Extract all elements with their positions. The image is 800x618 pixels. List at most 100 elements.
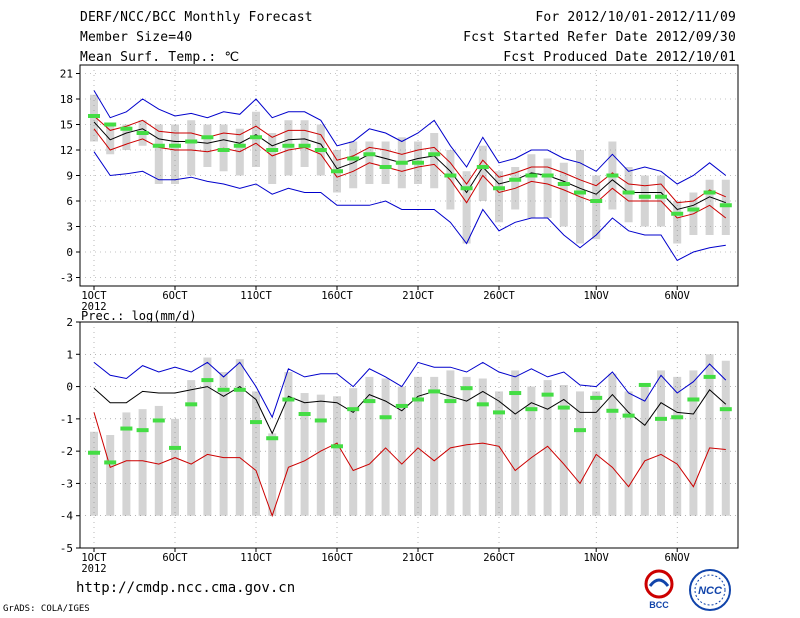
source-url[interactable]: http://cmdp.ncc.cma.gov.cn <box>76 580 296 596</box>
x-tick-label: 16OCT <box>321 552 353 564</box>
spread-box <box>268 133 277 184</box>
green-marker <box>590 199 603 203</box>
green-marker <box>557 182 570 186</box>
green-marker <box>671 415 684 420</box>
green-marker <box>201 135 214 140</box>
spread-box <box>284 372 293 516</box>
green-marker <box>266 436 279 441</box>
x-tick-label: 11OCT <box>240 552 272 564</box>
series-max-line <box>93 90 727 185</box>
green-marker <box>574 190 586 195</box>
green-marker <box>185 402 198 407</box>
green-marker <box>606 408 619 413</box>
green-marker <box>622 413 635 418</box>
y-tick-label: 15 <box>60 119 73 132</box>
header-right: For 2012/10/01-2012/11/09 Fcst Started R… <box>463 8 736 68</box>
x-tick-label: 1NOV <box>584 552 610 564</box>
green-marker <box>509 391 522 396</box>
x-tick-label: 1OCT <box>81 290 107 302</box>
y-tick-label: 3 <box>66 221 73 234</box>
green-marker <box>120 426 133 431</box>
spread-box <box>397 386 406 516</box>
green-marker <box>266 148 279 152</box>
spread-box <box>608 373 617 516</box>
green-marker <box>169 143 181 148</box>
refer-date: Fcst Started Refer Date 2012/09/30 <box>463 30 736 45</box>
green-marker <box>250 420 262 425</box>
spread-box <box>673 376 682 516</box>
spread-box <box>154 124 163 184</box>
green-marker <box>525 407 538 412</box>
spread-box <box>559 162 568 227</box>
spread-box <box>203 357 212 516</box>
spread-box <box>187 120 196 176</box>
green-marker <box>493 186 505 191</box>
spread-box <box>219 372 228 516</box>
spread-box <box>365 376 374 516</box>
y-tick-label: 2 <box>66 316 73 329</box>
green-marker <box>557 405 570 410</box>
spread-box <box>430 376 439 516</box>
green-marker <box>444 399 457 404</box>
spread-box <box>495 391 503 516</box>
spread-box <box>478 145 487 201</box>
green-marker <box>104 122 117 127</box>
y-tick-label: -2 <box>60 445 73 458</box>
spread-box <box>349 141 358 189</box>
spread-box <box>300 393 309 516</box>
spread-box <box>414 376 422 516</box>
x-tick-label: 1NOV <box>584 290 610 302</box>
spread-box <box>511 370 520 516</box>
y-tick-label: 12 <box>60 144 73 157</box>
bcc-logo-text: BCC <box>649 600 669 610</box>
x-tick-label: 6OCT <box>162 290 188 302</box>
green-marker <box>493 410 505 415</box>
green-marker <box>250 135 262 140</box>
green-marker <box>655 416 667 421</box>
y-tick-label: 1 <box>66 348 73 361</box>
x-tick-label: 11OCT <box>240 290 272 302</box>
spread-box <box>252 111 260 167</box>
x-tick-label: 6NOV <box>665 552 691 564</box>
spread-box <box>657 370 665 516</box>
spread-box <box>495 171 503 223</box>
variable-label: Mean Surf. Temp.: ℃ <box>80 50 240 65</box>
spread-box <box>462 171 471 244</box>
y-tick-label: -4 <box>60 510 74 523</box>
green-marker <box>671 211 684 216</box>
y-tick-label: -3 <box>60 477 73 490</box>
year-label: 2012 <box>81 301 106 313</box>
x-tick-label: 26OCT <box>483 552 515 564</box>
green-marker <box>363 152 376 157</box>
green-marker <box>460 386 473 391</box>
green-marker <box>395 403 408 408</box>
green-marker <box>541 173 554 178</box>
green-marker <box>217 148 230 152</box>
y-tick-label: -1 <box>60 413 73 426</box>
spread-box <box>543 380 552 516</box>
spread-box <box>154 405 163 516</box>
green-marker <box>282 143 295 148</box>
bcc-logo: BCC <box>644 569 674 610</box>
green-marker <box>412 397 424 402</box>
spread-box <box>527 154 536 218</box>
spread-box <box>106 435 115 516</box>
green-marker <box>88 450 100 455</box>
green-marker <box>363 399 376 404</box>
spread-box <box>90 431 98 516</box>
series-lower-line <box>93 128 727 219</box>
green-marker <box>412 160 424 165</box>
green-marker <box>347 156 360 161</box>
x-tick-label: 21OCT <box>402 290 434 302</box>
spread-box <box>235 359 244 516</box>
green-marker <box>606 173 619 178</box>
spread-box <box>527 386 536 516</box>
x-tick-label: 6NOV <box>665 290 691 302</box>
forecast-period: For 2012/10/01-2012/11/09 <box>535 10 736 25</box>
ncc-logo-text: NCC <box>698 585 723 597</box>
panel-title: Prec.: log(mm/d) <box>81 309 197 323</box>
green-marker <box>152 143 165 148</box>
green-marker <box>719 407 732 412</box>
y-tick-label: -3 <box>60 272 73 285</box>
